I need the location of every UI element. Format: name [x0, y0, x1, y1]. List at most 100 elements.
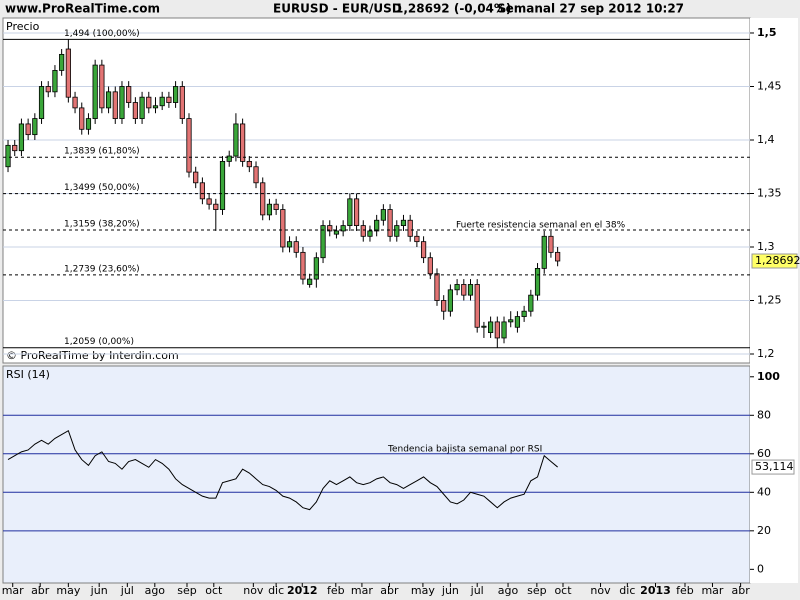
candle-body [139, 96, 145, 119]
candle-body [206, 198, 212, 205]
y-tick-label: 1,3 [757, 240, 775, 253]
candle-body [146, 96, 152, 109]
candle-body [347, 198, 353, 226]
last-value-box [751, 459, 795, 475]
x-tick-label: may [411, 584, 435, 597]
candle-body [172, 86, 179, 103]
candle-body [199, 182, 206, 200]
candle-body [407, 219, 413, 237]
candle-body [387, 209, 393, 237]
candle-body [441, 300, 447, 312]
y-tick-label: 80 [757, 408, 771, 421]
candle-body [213, 203, 219, 210]
credit: © ProRealTime by Interdin.com [6, 349, 179, 362]
x-tick-label: jun [441, 584, 459, 597]
candle-body [193, 171, 199, 184]
candle-body [18, 123, 25, 152]
last-value-box [751, 253, 798, 269]
candle-body [434, 273, 440, 301]
fib-label: 1,2739 (23,60%) [64, 264, 140, 274]
rsi-panel [2, 365, 751, 584]
candle-body [474, 284, 480, 328]
candle-body [99, 64, 105, 109]
candle-body [394, 225, 400, 237]
candle-body [105, 91, 112, 109]
y-tick-label: 1,5 [757, 26, 777, 39]
candle-body [85, 118, 92, 130]
candle-body [555, 251, 561, 262]
last-value-label: 53,114 [755, 460, 794, 473]
candle-body [166, 96, 172, 103]
candle-body [233, 123, 239, 157]
x-tick-label: abr [731, 584, 750, 597]
x-tick-label: abr [31, 584, 50, 597]
candle-body [541, 235, 547, 269]
candle-body [79, 107, 85, 130]
annotation: Tendencia bajista semanal por RSI [387, 445, 542, 455]
candle-body [320, 225, 326, 259]
candle-body [548, 235, 554, 253]
candle-body [65, 48, 71, 98]
candle-body [534, 268, 541, 296]
fib-label: 1,3159 (38,20%) [64, 219, 140, 229]
candle-body [59, 53, 65, 71]
candle-body [12, 144, 18, 152]
x-tick-label: mar [351, 584, 373, 597]
panel-title: RSI (14) [6, 368, 50, 381]
y-tick-label: 20 [757, 524, 771, 537]
candle-body [528, 294, 534, 312]
candle-body [300, 251, 306, 280]
x-tick-label: 2013 [640, 584, 671, 597]
y-tick-label: 0 [757, 562, 764, 575]
x-tick-label: sep [177, 584, 196, 597]
x-tick-label: 2012 [287, 584, 318, 597]
candle-body [353, 198, 360, 226]
candle-body [280, 209, 286, 248]
candle-body [132, 102, 138, 119]
x-tick-label: ago [145, 584, 166, 597]
site: www.ProRealTime.com [5, 2, 160, 16]
candle-body [494, 321, 500, 339]
candle-body [240, 123, 246, 162]
candle-body [219, 160, 226, 210]
candle-body [367, 230, 373, 237]
x-tick-label: jun [90, 584, 108, 597]
candle-body [186, 118, 192, 173]
x-tick-label: jul [470, 584, 484, 597]
candle-body [152, 105, 159, 109]
fib-label: 1,494 (100,00%) [64, 29, 140, 39]
candle-body [25, 123, 31, 136]
candle-body [273, 203, 279, 210]
candle-body [447, 289, 453, 312]
candle-body [313, 257, 319, 280]
candle-body [481, 325, 487, 328]
y-tick-label: 1,2 [757, 347, 775, 360]
candle-body [32, 118, 38, 136]
candle-body [260, 182, 266, 216]
x-tick-label: abr [380, 584, 399, 597]
candle-body [72, 96, 78, 109]
candle-body [246, 160, 252, 168]
candle-body [92, 64, 98, 119]
x-tick-label: nov [243, 584, 264, 597]
candle-body [293, 241, 299, 253]
last-value-label: 1,28692 [755, 254, 800, 267]
x-tick-label: may [56, 584, 80, 597]
x-tick-label: feb [676, 584, 694, 597]
candle-body [112, 91, 118, 119]
y-tick-label: 60 [757, 447, 771, 460]
axis-area [750, 18, 798, 583]
candle-body [45, 86, 51, 93]
y-tick-label: 100 [757, 370, 780, 383]
candle-body [427, 257, 433, 275]
y-tick-label: 40 [757, 485, 771, 498]
candle-body [420, 241, 427, 259]
x-tick-label: mar [2, 584, 24, 597]
candle-body [119, 86, 125, 119]
x-tick-label: ago [498, 584, 519, 597]
y-tick-label: 1,45 [757, 79, 782, 92]
candle-body [414, 235, 420, 243]
x-tick-label: sep [527, 584, 546, 597]
candle-body [488, 321, 494, 334]
